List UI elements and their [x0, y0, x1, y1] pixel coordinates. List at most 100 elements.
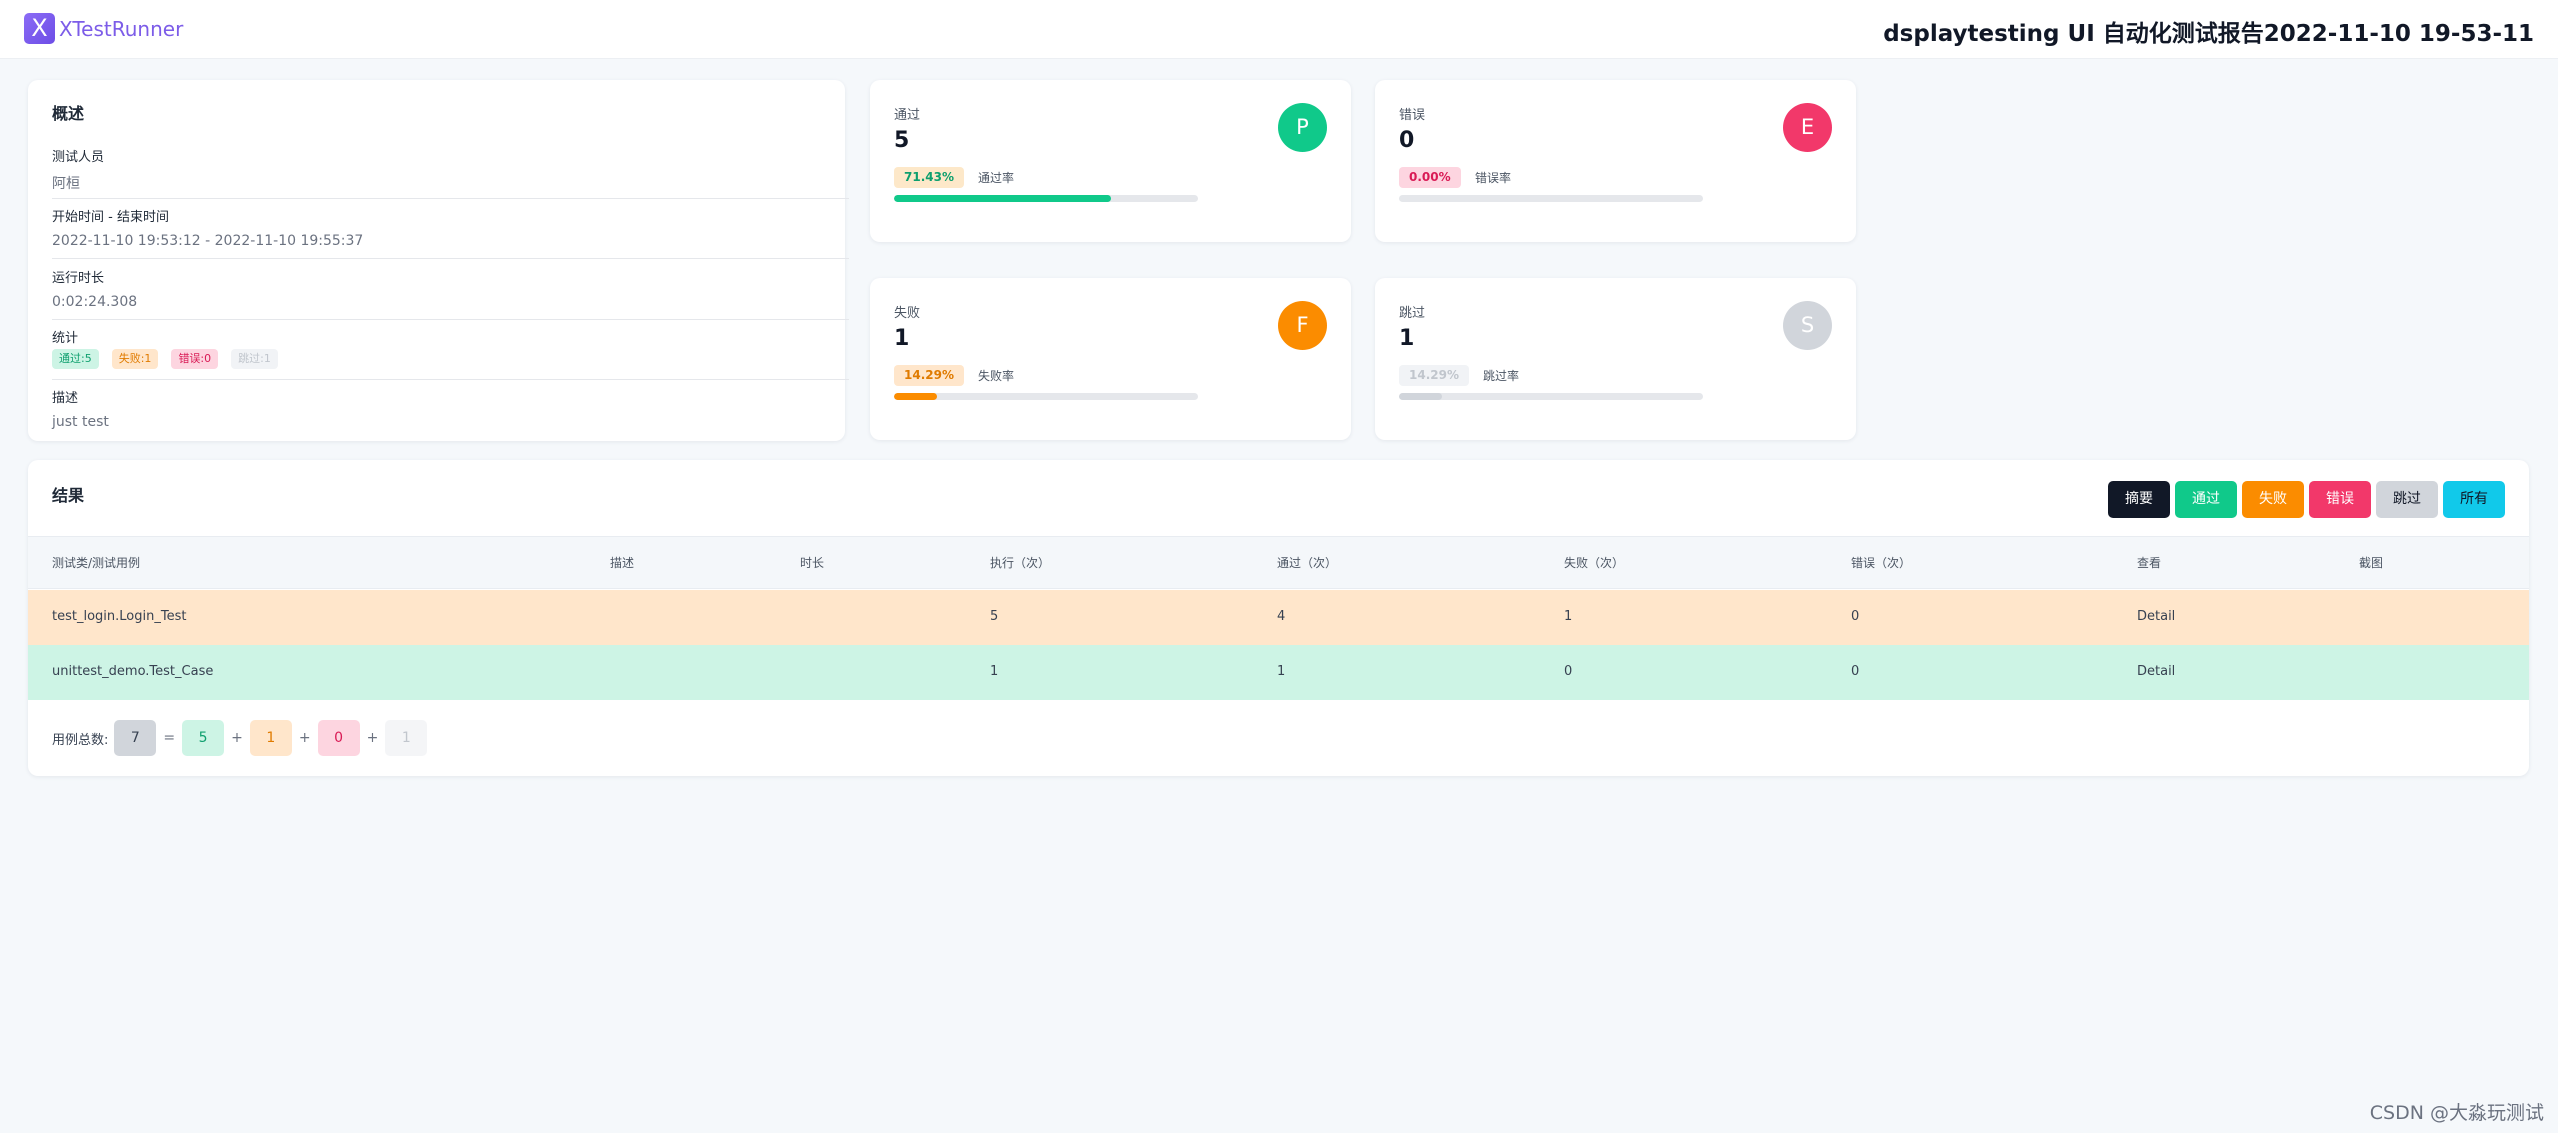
column-header-view: 查看 [2137, 556, 2162, 570]
filter-fail-button[interactable]: 失败 [2242, 481, 2304, 518]
plus-sign: + [366, 730, 379, 746]
equals-sign: = [163, 730, 176, 746]
row-run-count: 1 [990, 664, 999, 679]
totals-label: 用例总数: [52, 732, 109, 748]
plus-sign: + [298, 730, 311, 746]
desc-row: 描述 just test [52, 387, 849, 447]
totals-fail-box: 1 [249, 720, 292, 756]
stats-badge-fail: 失败:1 [111, 349, 159, 369]
stats-label: 统计 [52, 331, 79, 346]
column-header-run: 执行（次） [990, 556, 1051, 570]
stats-badge-skip: 跳过:1 [231, 349, 278, 369]
stat-error-percent: 0.00% [1399, 167, 1461, 188]
top-bar: X XTestRunner dsplaytesting UI 自动化测试报告20… [0, 0, 2558, 59]
totals-total-box: 7 [114, 720, 157, 756]
stat-fail-rate-label: 失败率 [978, 369, 1015, 383]
filter-summary-button[interactable]: 摘要 [2108, 481, 2170, 518]
stat-skip-percent: 14.29% [1399, 365, 1469, 386]
row-fail-count: 1 [1564, 609, 1573, 624]
stat-fail-progress [894, 393, 1198, 400]
stat-pass-progress-fill [894, 195, 1112, 202]
stat-skip-progress [1399, 393, 1703, 400]
column-header-duration: 时长 [800, 556, 825, 570]
totals-skip-box: 1 [385, 720, 428, 756]
row-detail-link[interactable]: Detail [2137, 609, 2176, 624]
fail-icon: F [1278, 301, 1327, 350]
duration-row: 运行时长 0:02:24.308 [52, 267, 849, 327]
tester-value: 阿桓 [52, 176, 80, 192]
filter-all-button[interactable]: 所有 [2443, 481, 2505, 518]
stat-pass-progress [894, 195, 1198, 202]
row-fail-count: 0 [1564, 664, 1573, 679]
results-title: 结果 [52, 486, 85, 505]
desc-label: 描述 [52, 391, 79, 406]
app-name: XTestRunner [59, 16, 184, 41]
report-title: dsplaytesting UI 自动化测试报告2022-11-10 19-53… [1883, 21, 2534, 47]
totals-summary: 用例总数: 7 = 5 + 1 + 0 + 1 [52, 720, 428, 756]
divider [52, 319, 849, 320]
results-card: 结果 摘要 通过 失败 错误 跳过 所有 测试类/测试用例 描述 时长 执行（次… [28, 460, 2529, 776]
plus-sign: + [231, 730, 243, 746]
watermark: CSDN @大淼玩测试 [2369, 1102, 2544, 1124]
stat-fail-percent: 14.29% [894, 365, 964, 386]
stats-badge-pass: 通过:5 [52, 349, 99, 369]
logo-icon: X [24, 13, 55, 44]
row-error-count: 0 [1851, 664, 1860, 679]
stat-error-rate-label: 错误率 [1475, 171, 1512, 185]
stat-pass-rate-label: 通过率 [978, 171, 1015, 185]
row-pass-count: 4 [1277, 609, 1286, 624]
column-header-fail: 失败（次） [1564, 556, 1625, 570]
row-error-count: 0 [1851, 609, 1860, 624]
stats-row: 统计 通过:5 失败:1 错误:0 跳过:1 [52, 327, 849, 387]
divider [52, 379, 849, 380]
filter-pass-button[interactable]: 通过 [2175, 481, 2237, 518]
time-label: 开始时间 - 结束时间 [52, 210, 169, 225]
tester-label: 测试人员 [52, 150, 105, 165]
stat-skip-rate-label: 跳过率 [1483, 369, 1520, 383]
row-pass-count: 1 [1277, 664, 1286, 679]
tester-row: 测试人员 阿桓 [52, 146, 849, 206]
stat-error-label: 错误 [1399, 108, 1426, 123]
column-header-pass: 通过（次） [1277, 556, 1338, 570]
column-header-case: 测试类/测试用例 [52, 556, 141, 570]
totals-pass-box: 5 [182, 720, 225, 756]
stat-pass-percent: 71.43% [894, 167, 964, 188]
stat-fail-progress-fill [894, 393, 938, 400]
stat-skip-progress-fill [1399, 393, 1443, 400]
stat-card-error: 错误 0 0.00% 错误率 E [1375, 80, 1856, 242]
skip-icon: S [1783, 301, 1832, 350]
time-row: 开始时间 - 结束时间 2022-11-10 19:53:12 - 2022-1… [52, 206, 849, 266]
row-run-count: 5 [990, 609, 999, 624]
table-row[interactable]: unittest_demo.Test_Case 1 1 0 0 Detail [28, 645, 2529, 700]
stat-pass-label: 通过 [894, 108, 921, 123]
row-case-name: unittest_demo.Test_Case [52, 664, 214, 679]
column-header-screenshot: 截图 [2359, 556, 2384, 570]
column-header-desc: 描述 [610, 556, 635, 570]
filter-buttons: 摘要 通过 失败 错误 跳过 所有 [2108, 481, 2505, 518]
divider [52, 198, 849, 199]
duration-value: 0:02:24.308 [52, 294, 138, 310]
stats-badges: 通过:5 失败:1 错误:0 跳过:1 [52, 349, 278, 369]
filter-error-button[interactable]: 错误 [2309, 481, 2371, 518]
desc-value: just test [52, 414, 109, 430]
stats-badge-error: 错误:0 [171, 349, 219, 369]
error-icon: E [1783, 103, 1832, 152]
row-detail-link[interactable]: Detail [2137, 664, 2176, 679]
stat-card-skip: 跳过 1 14.29% 跳过率 S [1375, 278, 1856, 440]
stat-card-pass: 通过 5 71.43% 通过率 P [870, 80, 1351, 242]
duration-label: 运行时长 [52, 271, 105, 286]
stat-fail-label: 失败 [894, 306, 921, 321]
column-header-error: 错误（次） [1851, 556, 1912, 570]
divider [52, 258, 849, 259]
stat-card-fail: 失败 1 14.29% 失败率 F [870, 278, 1351, 440]
table-row[interactable]: test_login.Login_Test 5 4 1 0 Detail [28, 590, 2529, 645]
pass-icon: P [1278, 103, 1327, 152]
time-value: 2022-11-10 19:53:12 - 2022-11-10 19:55:3… [52, 233, 364, 249]
overview-card: 概述 测试人员 阿桓 开始时间 - 结束时间 2022-11-10 19:53:… [28, 80, 849, 441]
stat-skip-label: 跳过 [1399, 306, 1426, 321]
app-logo[interactable]: X XTestRunner [24, 13, 183, 44]
filter-skip-button[interactable]: 跳过 [2376, 481, 2438, 518]
results-table-header: 测试类/测试用例 描述 时长 执行（次） 通过（次） 失败（次） 错误（次） 查… [28, 536, 2529, 589]
stat-pass-count: 5 [894, 128, 910, 153]
stat-error-progress [1399, 195, 1703, 202]
